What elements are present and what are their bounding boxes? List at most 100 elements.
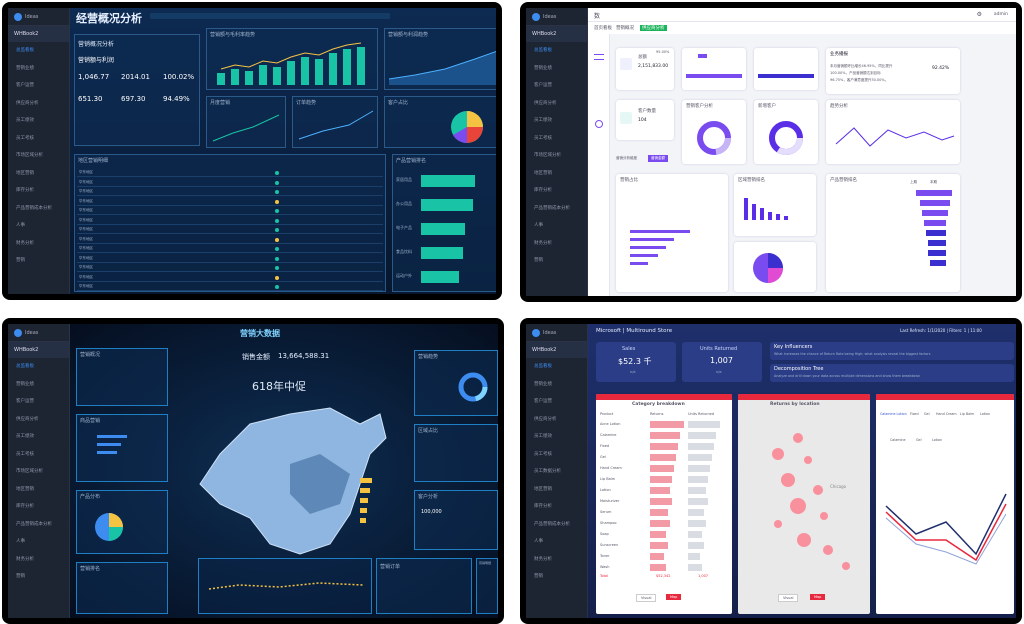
sidebar-item[interactable]: 员工考核 — [16, 135, 34, 141]
trend-tab[interactable]: Fixed — [910, 412, 919, 416]
sidebar-item[interactable]: 客户运营 — [16, 83, 34, 88]
sidebar-item[interactable]: 人事 — [16, 223, 25, 228]
tab-overview[interactable]: 营销概况 — [616, 26, 634, 31]
sidebar-item[interactable]: 库存分析 — [534, 504, 552, 509]
map-button[interactable]: Map — [810, 594, 826, 600]
table-row[interactable]: 华东地区 — [77, 245, 383, 253]
workspace-name[interactable]: WHBook2 — [526, 342, 587, 358]
workspace-name[interactable]: WHBook2 — [8, 342, 69, 358]
sidebar-item[interactable]: 库存分析 — [534, 188, 552, 193]
filter-button[interactable]: 营销金额 — [648, 155, 668, 162]
table-row[interactable]: 华东地区 — [77, 274, 383, 282]
sidebar-item[interactable]: 营销业绩 — [16, 381, 34, 387]
sidebar-item[interactable]: 地区营销 — [16, 170, 34, 176]
sidebar-item[interactable]: 市场区域分析 — [534, 153, 561, 158]
table-row[interactable]: 华东地区 — [77, 226, 383, 234]
table-row[interactable]: 华东地区 — [77, 169, 383, 177]
sidebar-item[interactable]: 财务分析 — [16, 556, 34, 562]
user-menu[interactable]: admin — [993, 12, 1008, 17]
sidebar-item[interactable]: 员工绩效 — [16, 434, 34, 439]
table-row[interactable]: Gel — [598, 453, 728, 462]
sidebar-item[interactable]: 库存分析 — [16, 188, 34, 193]
table-row[interactable]: Soap — [598, 530, 728, 539]
visual-button[interactable]: Visual — [636, 594, 657, 602]
tab-home[interactable]: 首页看板 — [594, 26, 612, 31]
table-row[interactable]: Toner — [598, 552, 728, 561]
trend-tab[interactable]: Lip Balm — [960, 412, 975, 416]
sidebar-item[interactable]: 客户运营 — [16, 399, 34, 404]
sidebar-item[interactable]: 供应商分析 — [16, 416, 39, 422]
sidebar-item[interactable]: 人事 — [534, 539, 543, 544]
sidebar-item[interactable]: 营销业绩 — [16, 65, 34, 71]
sidebar-item[interactable]: 员工考核 — [534, 451, 552, 457]
sidebar-item[interactable]: 营销业绩 — [534, 381, 552, 387]
table-row[interactable]: Fixed — [598, 442, 728, 451]
sidebar-item[interactable]: 营销业绩 — [534, 65, 552, 71]
sidebar-item[interactable]: 地区营销 — [16, 486, 34, 492]
sidebar-item[interactable]: 财务分析 — [534, 240, 552, 246]
filter-bar[interactable] — [150, 13, 390, 19]
decomposition-tree-card[interactable]: Decomposition Tree Analyze and drill dow… — [770, 364, 1014, 382]
sidebar-item[interactable]: 员工绩效 — [16, 118, 34, 123]
visual-button[interactable]: Visual — [778, 594, 799, 602]
table-row[interactable]: 华东地区 — [77, 198, 383, 206]
sidebar-item[interactable]: 总监看板 — [16, 48, 34, 53]
sidebar-item[interactable]: 供应商分析 — [534, 100, 557, 106]
sidebar-item[interactable]: 客户运营 — [534, 83, 552, 88]
sidebar-item[interactable]: 地区营销 — [534, 486, 552, 492]
trend-tab[interactable]: Gel — [924, 412, 930, 416]
tab-supplier[interactable]: 供应商分析 — [640, 25, 667, 31]
table-row[interactable]: Wash — [598, 563, 728, 572]
sidebar-item[interactable]: 总监看板 — [534, 48, 552, 53]
sidebar-item[interactable]: 财务分析 — [534, 556, 552, 562]
sidebar-item[interactable]: 客户运营 — [534, 399, 552, 404]
table-row[interactable]: Shampoo — [598, 519, 728, 528]
settings-icon[interactable]: ⚙ — [976, 11, 982, 18]
map-button[interactable]: Map — [666, 594, 682, 600]
sidebar-item[interactable]: 营销 — [16, 258, 25, 263]
sidebar-item[interactable]: 产品营销成本分析 — [16, 521, 52, 527]
table-row[interactable]: 华东地区 — [77, 217, 383, 225]
sidebar-item[interactable]: 供应商分析 — [534, 416, 557, 422]
key-influencers-card[interactable]: Key Influencers What increases the chanc… — [770, 342, 1014, 360]
sidebar-item[interactable]: 营销 — [534, 258, 543, 263]
sidebar-item[interactable]: 员工绩效 — [534, 118, 552, 123]
table-row[interactable]: Lip Balm — [598, 475, 728, 484]
sidebar-item[interactable]: 总监看板 — [534, 364, 552, 369]
sidebar-item[interactable]: 员工绩效 — [534, 434, 552, 439]
sidebar-item[interactable]: 产品营销成本分析 — [534, 521, 570, 527]
table-row[interactable]: Sunscreen — [598, 541, 728, 550]
table-row[interactable]: 华东地区 — [77, 207, 383, 215]
sidebar-item[interactable]: 营销 — [16, 574, 25, 579]
table-row[interactable]: 华东地区 — [77, 283, 383, 291]
table-row[interactable]: 华东地区 — [77, 236, 383, 244]
sidebar-item[interactable]: 市场区域分析 — [16, 153, 43, 158]
sidebar-item[interactable]: 总监看板 — [16, 364, 34, 369]
table-row[interactable]: Hand Cream — [598, 464, 728, 473]
trend-tab[interactable]: Lotion — [980, 412, 991, 416]
sidebar-item[interactable]: 库存分析 — [16, 504, 34, 509]
trend-tab[interactable]: Hand Cream — [936, 412, 957, 416]
trend-tab[interactable]: Calamine Lotion — [880, 412, 907, 416]
table-row[interactable]: Calamine — [598, 431, 728, 440]
sidebar-item[interactable]: 人事 — [534, 223, 543, 228]
workspace-name[interactable]: WHBook2 — [526, 26, 587, 42]
sidebar-item[interactable]: 员工考核 — [16, 451, 34, 457]
clock-icon[interactable] — [595, 120, 603, 128]
sidebar-item[interactable]: 地区营销 — [534, 170, 552, 176]
sidebar-item[interactable]: 市场区域分析 — [16, 469, 43, 474]
sidebar-item[interactable]: 财务分析 — [16, 240, 34, 246]
table-row[interactable]: Acne Lotion — [598, 420, 728, 429]
sidebar-item[interactable]: 供应商分析 — [16, 100, 39, 106]
menu-icon[interactable] — [594, 54, 604, 60]
table-row[interactable]: Moisturizer — [598, 497, 728, 506]
sidebar-item[interactable]: 员工考核 — [534, 135, 552, 141]
sidebar-item[interactable]: 产品营销成本分析 — [534, 205, 570, 211]
table-row[interactable]: Lotion — [598, 486, 728, 495]
table-row[interactable]: 华东地区 — [77, 188, 383, 196]
table-row[interactable]: 华东地区 — [77, 179, 383, 187]
sidebar-item[interactable]: 产品营销成本分析 — [16, 205, 52, 211]
workspace-name[interactable]: WHBook2 — [8, 26, 69, 42]
table-row[interactable]: Serum — [598, 508, 728, 517]
sidebar-item[interactable]: 员工数据分析 — [534, 469, 561, 474]
